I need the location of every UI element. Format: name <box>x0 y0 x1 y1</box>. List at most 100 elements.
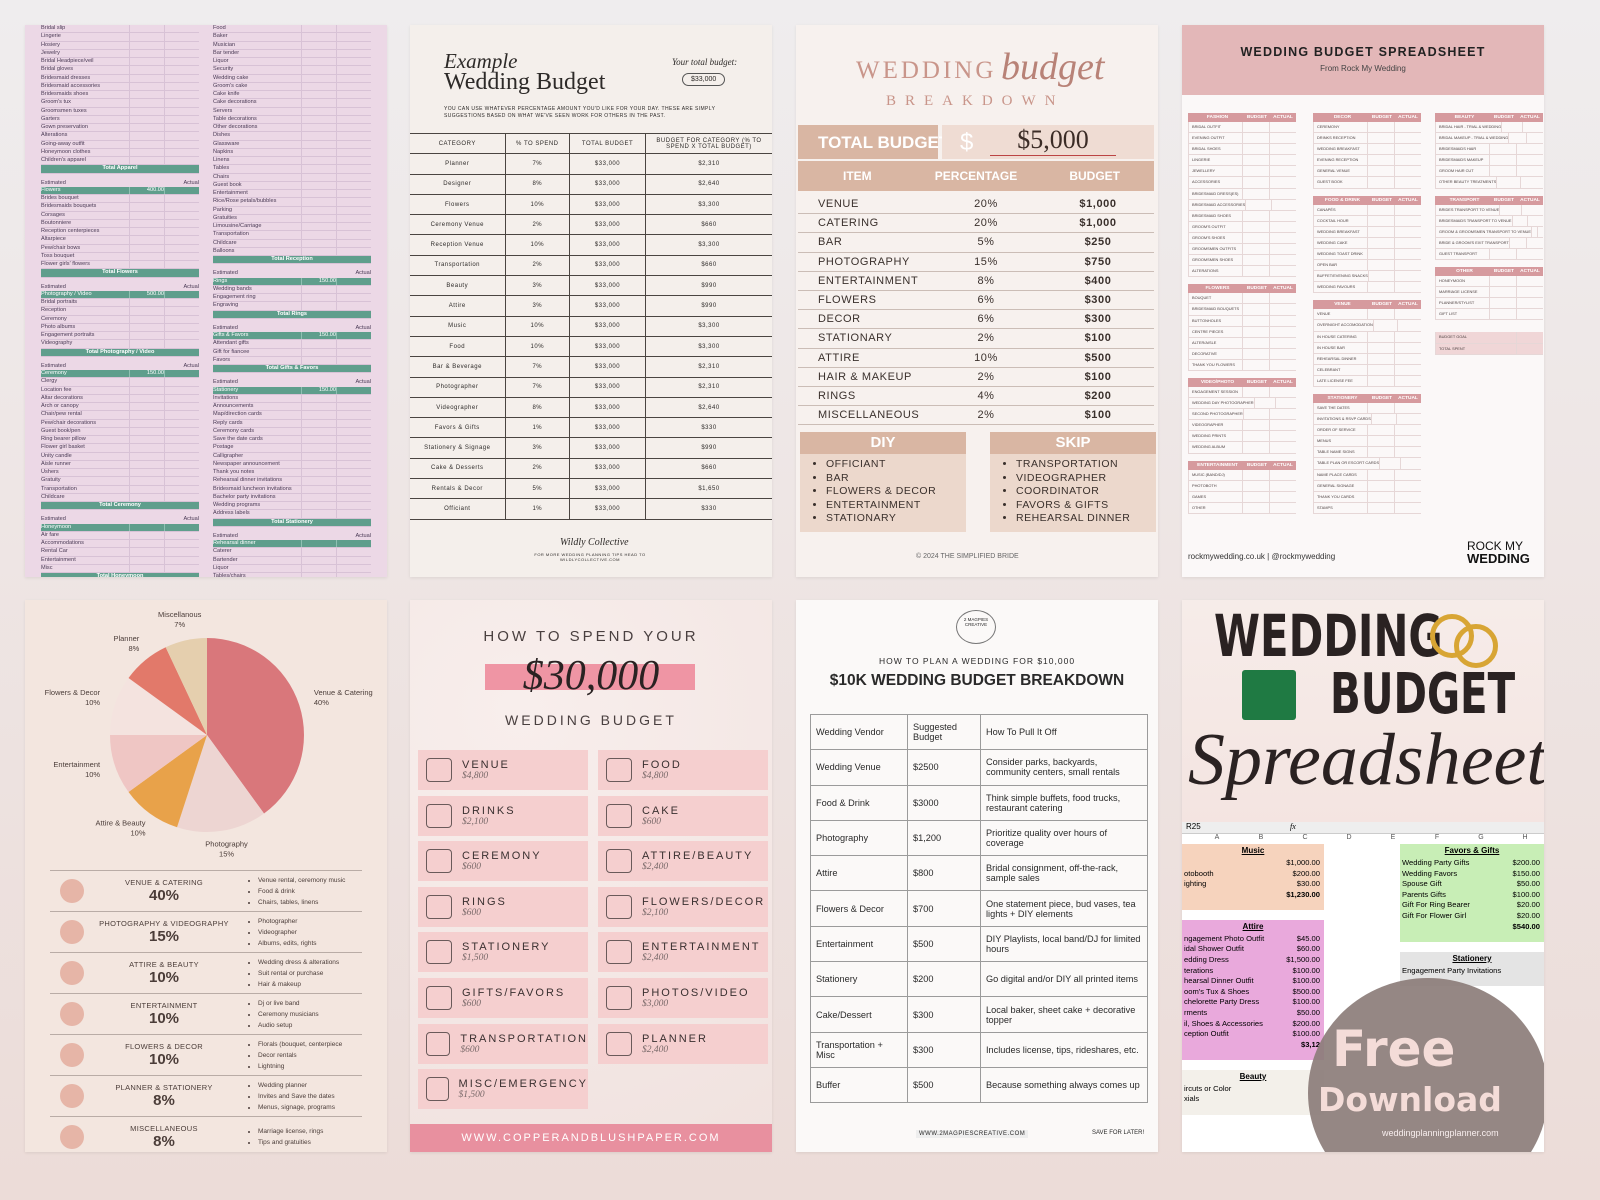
item: Tables/chairs <box>213 573 246 577</box>
total-row: Total Photography / Video <box>41 348 199 357</box>
cell <box>336 132 371 140</box>
budget-item: CEREMONY $600 <box>418 841 588 882</box>
table-row: Wedding Venue $2500 Consider parks, backya… <box>810 749 1148 786</box>
item-text: GIFTS/FAVORS $600 <box>462 987 565 1009</box>
budget-item: ATTIRE/BEAUTY $2,400 <box>598 841 768 882</box>
label: Actual <box>355 379 371 386</box>
item: Bridesmaids shoes <box>41 91 89 97</box>
item-icon <box>426 1077 449 1102</box>
item-amount: $600 <box>642 816 661 827</box>
cell <box>164 485 199 493</box>
total-row: Total Apparel <box>41 165 199 174</box>
amount: 150.00 <box>301 277 336 285</box>
item-row: LINGERIE <box>1188 155 1296 167</box>
cell: $33,000 <box>569 275 646 297</box>
cell <box>164 332 199 340</box>
cell: 20% <box>974 217 998 230</box>
item: Reception <box>41 307 67 314</box>
cell <box>129 531 164 539</box>
bullet: Audio setup <box>258 1020 319 1031</box>
amount: 400.00 <box>129 186 164 194</box>
item-icon <box>426 940 452 965</box>
label: ACTUAL <box>1273 462 1293 468</box>
cell: $2,310 <box>645 153 772 175</box>
cell <box>1379 458 1400 469</box>
cell <box>1394 215 1421 226</box>
label: ACTUAL <box>1520 115 1540 120</box>
cell <box>164 236 199 244</box>
budget-label: Your total budget: <box>672 57 738 67</box>
label: Actual <box>183 362 199 369</box>
item-row: Ceremony cards <box>213 427 371 436</box>
item: Guest book <box>213 181 242 188</box>
item: Liquor <box>213 564 229 571</box>
row: BAR 5% $250 <box>798 233 1154 253</box>
table-row: Stationery $200 Go digital and/or DIY all … <box>810 961 1148 998</box>
label: BUDGET <box>1371 395 1393 401</box>
section: FLOWERS BUDGET ACTUAL BOUQUET BRIDESMAID BOU… <box>1188 284 1296 371</box>
note: YOU CAN USE WHATEVER PERCENTAGE AMOUNT Y… <box>444 106 716 119</box>
item-row: Thank you notes <box>213 469 371 478</box>
item: LINGERIE <box>1192 157 1211 163</box>
column-labels: Estimated Actual <box>41 180 199 187</box>
cell: $330 <box>645 417 772 439</box>
item-row: Announcements <box>213 403 371 412</box>
rock-sheet: WEDDING BUDGET SPREADSHEET From Rock My W… <box>1182 25 1544 577</box>
skip-item: VIDEOGRAPHER <box>1016 472 1156 486</box>
cell: $33,000 <box>569 417 646 439</box>
header: Ceremony <box>41 370 67 376</box>
cell: $1,650 <box>645 478 772 500</box>
item-row: Liquor <box>213 58 371 67</box>
cell <box>164 477 199 485</box>
item: Announcements <box>213 403 254 409</box>
cell <box>164 252 199 260</box>
item: IN HOUSE BAR <box>1317 344 1345 350</box>
cell <box>301 49 336 57</box>
cell: $660 <box>645 457 772 480</box>
item-row: Napkins <box>213 148 371 157</box>
item-row: Wedding cake <box>213 74 371 83</box>
cell <box>301 510 336 518</box>
total-box <box>798 125 938 159</box>
cell <box>164 469 199 477</box>
item-text: RINGS $600 <box>462 896 507 918</box>
logo: 2 MAGPIES CREATIVE <box>956 610 996 644</box>
total-label: TOTAL BUDGET: <box>818 133 954 152</box>
section-title: DECOR <box>1333 115 1352 120</box>
item-row: GROOM'S OUTFIT <box>1188 221 1296 233</box>
percent: 15% <box>148 928 180 945</box>
item: Servers <box>213 107 233 114</box>
row: STATIONARY 2% $100 <box>798 329 1154 349</box>
row-label: Spouse Gift <box>1402 879 1442 889</box>
item: GAMES <box>1192 493 1207 499</box>
cell <box>1269 442 1296 453</box>
cell <box>336 124 371 132</box>
slice-label: Miscellanous <box>158 610 202 619</box>
cell <box>301 231 336 239</box>
item: Dishes <box>213 132 231 139</box>
cell <box>1394 248 1421 260</box>
cell <box>164 323 199 331</box>
cell <box>129 548 164 556</box>
item: Chairs <box>213 173 230 180</box>
item: MENUS <box>1317 438 1332 444</box>
row: ATTIRE 10% $500 <box>798 349 1154 368</box>
cell: $3000 <box>907 784 981 821</box>
cell <box>336 239 371 247</box>
row-value: $20.00 <box>1516 900 1540 910</box>
cell <box>1516 155 1543 166</box>
cell <box>1516 343 1543 354</box>
budget-item: PLANNER $2,400 <box>598 1023 768 1064</box>
item: Bar tender <box>213 49 240 56</box>
item-row: SECOND PHOTOGRAPHER <box>1188 409 1296 421</box>
skip-item: FAVORS & GIFTS <box>1016 499 1156 513</box>
cell: $2500 <box>907 749 981 786</box>
cell <box>164 74 199 82</box>
item: BRIDESMAID DRESS(ES) <box>1192 190 1239 196</box>
cell <box>336 548 371 556</box>
cell <box>1269 210 1296 221</box>
cell <box>164 157 199 165</box>
category-title: FLOWERS & DECOR 10% <box>94 1042 234 1068</box>
cell: Favors & Gifts <box>410 417 506 439</box>
cell <box>336 427 371 435</box>
